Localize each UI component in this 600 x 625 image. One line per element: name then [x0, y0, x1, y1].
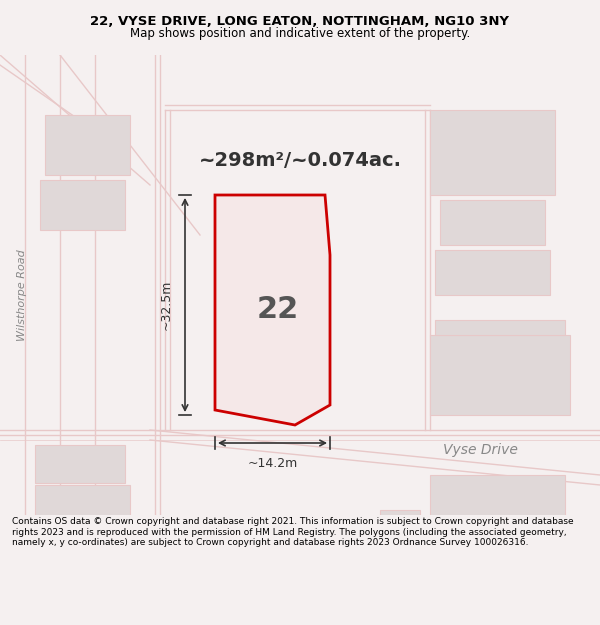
Text: Vyse Drive: Vyse Drive [443, 443, 517, 457]
Polygon shape [440, 200, 545, 245]
Polygon shape [40, 180, 125, 230]
Text: ~14.2m: ~14.2m [247, 457, 298, 470]
Polygon shape [435, 320, 565, 335]
Text: ~32.5m: ~32.5m [160, 280, 173, 330]
Text: Contains OS data © Crown copyright and database right 2021. This information is : Contains OS data © Crown copyright and d… [12, 518, 574, 547]
Polygon shape [435, 250, 550, 295]
Text: Wilsthorpe Road: Wilsthorpe Road [17, 249, 27, 341]
Text: 22, VYSE DRIVE, LONG EATON, NOTTINGHAM, NG10 3NY: 22, VYSE DRIVE, LONG EATON, NOTTINGHAM, … [91, 16, 509, 28]
Polygon shape [35, 445, 125, 483]
Polygon shape [380, 510, 420, 545]
Text: 22: 22 [256, 296, 299, 324]
Polygon shape [430, 335, 570, 415]
Polygon shape [430, 475, 565, 530]
Text: Map shows position and indicative extent of the property.: Map shows position and indicative extent… [130, 27, 470, 39]
Polygon shape [215, 195, 330, 425]
Polygon shape [35, 485, 130, 535]
Polygon shape [430, 110, 555, 195]
Polygon shape [45, 115, 130, 175]
Text: ~298m²/~0.074ac.: ~298m²/~0.074ac. [199, 151, 401, 169]
